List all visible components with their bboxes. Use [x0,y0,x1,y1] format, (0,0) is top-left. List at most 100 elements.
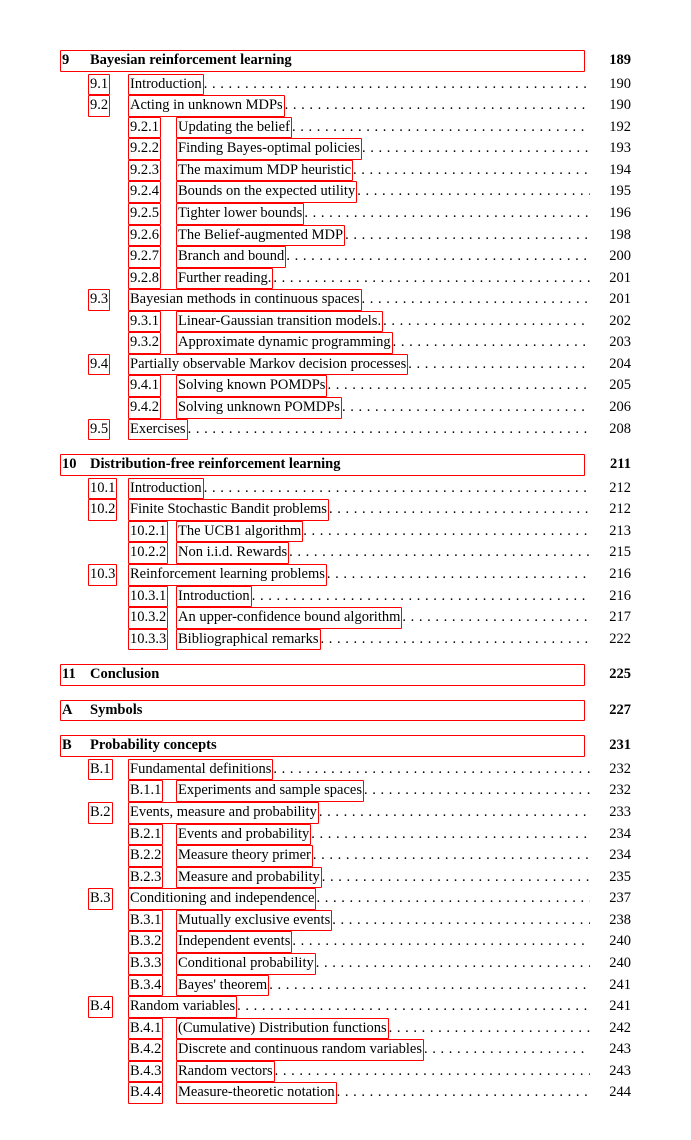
toc-section-title-link[interactable]: Fundamental definitions [128,759,273,781]
toc-section-title-link[interactable]: Partially observable Markov decision pro… [128,354,408,376]
toc-section-num-link[interactable]: B.3 [88,888,113,910]
toc-section: 9.5Exercises208 [60,419,631,441]
toc-subsection-title-link[interactable]: Bibliographical remarks [176,629,321,651]
toc-leaders [319,803,590,823]
toc-subsection-title-link[interactable]: Further reading. [176,268,273,290]
toc-subsection-num-link[interactable]: 10.3.2 [128,607,168,629]
page-number: 225 [585,665,631,685]
toc-section-title-link[interactable]: Reinforcement learning problems [128,564,327,586]
toc-subsection-title-link[interactable]: Conditional probability [176,953,316,975]
toc-subsection-title-link[interactable]: Introduction [176,586,252,608]
toc-section-num-link[interactable]: B.2 [88,802,113,824]
page-number: 234 [590,825,631,845]
toc-chapter-link[interactable]: 10Distribution-free reinforcement learni… [60,454,585,476]
toc-subsection-title-link[interactable]: Measure and probability [176,867,322,889]
toc-chapter-link[interactable]: 11Conclusion [60,664,585,686]
toc-subsection-title-link[interactable]: Finding Bayes-optimal policies [176,138,362,160]
toc-subsection-title-link[interactable]: The UCB1 algorithm [176,521,303,543]
toc-subsection-num-link[interactable]: 9.2.3 [128,160,161,182]
toc-subsection-num-link[interactable]: 9.2.7 [128,246,161,268]
toc-leaders [345,226,590,246]
toc-subsection-num-link[interactable]: 10.2.2 [128,542,168,564]
page-number: 240 [590,932,631,952]
toc-section-num-link[interactable]: 10.2 [88,499,117,521]
toc-subsection-title-link[interactable]: Approximate dynamic programming [176,332,393,354]
toc-section-num-link[interactable]: B.4 [88,996,113,1018]
toc-subsection-num-link[interactable]: B.4.4 [128,1082,163,1104]
toc-subsection-num-link[interactable]: 9.3.2 [128,332,161,354]
toc-subsection-num-link[interactable]: 9.3.1 [128,311,161,333]
toc-subsection-num-link[interactable]: 10.3.3 [128,629,168,651]
toc-subsection-num-link[interactable]: B.4.1 [128,1018,163,1040]
toc-subsection-num-link[interactable]: 9.4.2 [128,397,161,419]
toc-leaders [289,543,590,563]
page-number: 216 [590,587,631,607]
toc-subsection-num-link[interactable]: B.3.3 [128,953,163,975]
toc-subsection-title-link[interactable]: The Belief-augmented MDP [176,225,345,247]
toc-subsection-num-link[interactable]: 9.2.1 [128,117,161,139]
toc-subsection-title-link[interactable]: Non i.i.d. Rewards [176,542,289,564]
toc-section-num-link[interactable]: 10.3 [88,564,117,586]
toc-subsection-title-link[interactable]: An upper-confidence bound algorithm [176,607,402,629]
toc-subsection-title-link[interactable]: Experiments and sample spaces [176,780,364,802]
toc-section-num-link[interactable]: 9.5 [88,419,110,441]
toc-chapter-link[interactable]: 9Bayesian reinforcement learning [60,50,585,72]
toc-subsection-num-link[interactable]: 10.2.1 [128,521,168,543]
toc-section-num-link[interactable]: B.1 [88,759,113,781]
toc-section-num-link[interactable]: 9.1 [88,74,110,96]
toc-subsection-title-link[interactable]: Bayes' theorem [176,975,269,997]
toc-subsection-title-link[interactable]: Branch and bound [176,246,286,268]
toc-subsection-title-link[interactable]: Updating the belief [176,117,292,139]
toc-subsection-num-link[interactable]: 9.2.4 [128,181,161,203]
toc-section: 9.1Introduction190 [60,74,631,96]
toc-subsection-title-link[interactable]: Random vectors [176,1061,275,1083]
toc-subsection-num-link[interactable]: 10.3.1 [128,586,168,608]
toc-subsection-num-link[interactable]: 9.2.5 [128,203,161,225]
toc-subsection-num-link[interactable]: B.2.1 [128,824,163,846]
toc-chapter-link[interactable]: BProbability concepts [60,735,585,757]
toc-section-num-link[interactable]: 9.3 [88,289,110,311]
chapter-number: 9 [62,51,90,71]
toc-subsection-title-link[interactable]: The maximum MDP heuristic [176,160,353,182]
toc-subsection-num-link[interactable]: B.3.1 [128,910,163,932]
toc-subsection-num-link[interactable]: B.4.3 [128,1061,163,1083]
toc-subsection-title-link[interactable]: Independent events [176,931,292,953]
toc-section-title-link[interactable]: Exercises [128,419,188,441]
toc-section-title-link[interactable]: Introduction [128,74,204,96]
toc-subsection-title-link[interactable]: (Cumulative) Distribution functions [176,1018,389,1040]
toc-section-title-link[interactable]: Events, measure and probability [128,802,319,824]
toc-chapter-link[interactable]: ASymbols [60,700,585,722]
toc-leaders [393,333,590,353]
toc-subsection-title-link[interactable]: Events and probability [176,824,311,846]
toc-leaders [327,376,590,396]
toc-section-title-link[interactable]: Finite Stochastic Bandit problems [128,499,329,521]
toc-subsection-num-link[interactable]: 9.4.1 [128,375,161,397]
toc-subsection-title-link[interactable]: Tighter lower bounds [176,203,304,225]
toc-subsection-num-link[interactable]: B.2.2 [128,845,163,867]
toc-subsection-title-link[interactable]: Measure theory primer [176,845,313,867]
toc-subsection-title-link[interactable]: Solving unknown POMDPs [176,397,342,419]
toc-section-title-link[interactable]: Bayesian methods in continuous spaces [128,289,362,311]
toc-section-title-link[interactable]: Random variables [128,996,237,1018]
toc-subsection-num-link[interactable]: B.3.2 [128,931,163,953]
toc-section-title-link[interactable]: Conditioning and independence [128,888,316,910]
page-number: 190 [590,96,631,116]
toc-chapter: 10Distribution-free reinforcement learni… [60,454,631,476]
toc-section-title-link[interactable]: Acting in unknown MDPs [128,95,285,117]
toc-subsection: B.2.3Measure and probability235 [60,867,631,889]
toc-subsection-title-link[interactable]: Solving known POMDPs [176,375,327,397]
toc-subsection-num-link[interactable]: 9.2.2 [128,138,161,160]
toc-subsection-num-link[interactable]: B.2.3 [128,867,163,889]
toc-subsection-title-link[interactable]: Bounds on the expected utility [176,181,357,203]
toc-subsection-num-link[interactable]: 9.2.6 [128,225,161,247]
toc-subsection-title-link[interactable]: Mutually exclusive events [176,910,332,932]
toc-subsection-num-link[interactable]: B.3.4 [128,975,163,997]
toc-section-num-link[interactable]: 9.2 [88,95,110,117]
toc-subsection-num-link[interactable]: B.1.1 [128,780,163,802]
toc-section-title-link[interactable]: Introduction [128,478,204,500]
toc-subsection-num-link[interactable]: 9.2.8 [128,268,161,290]
toc-subsection-title-link[interactable]: Linear-Gaussian transition models. [176,311,383,333]
toc-section-num-link[interactable]: 10.1 [88,478,117,500]
toc-section-num-link[interactable]: 9.4 [88,354,110,376]
toc-subsection-title-link[interactable]: Measure-theoretic notation [176,1082,337,1104]
